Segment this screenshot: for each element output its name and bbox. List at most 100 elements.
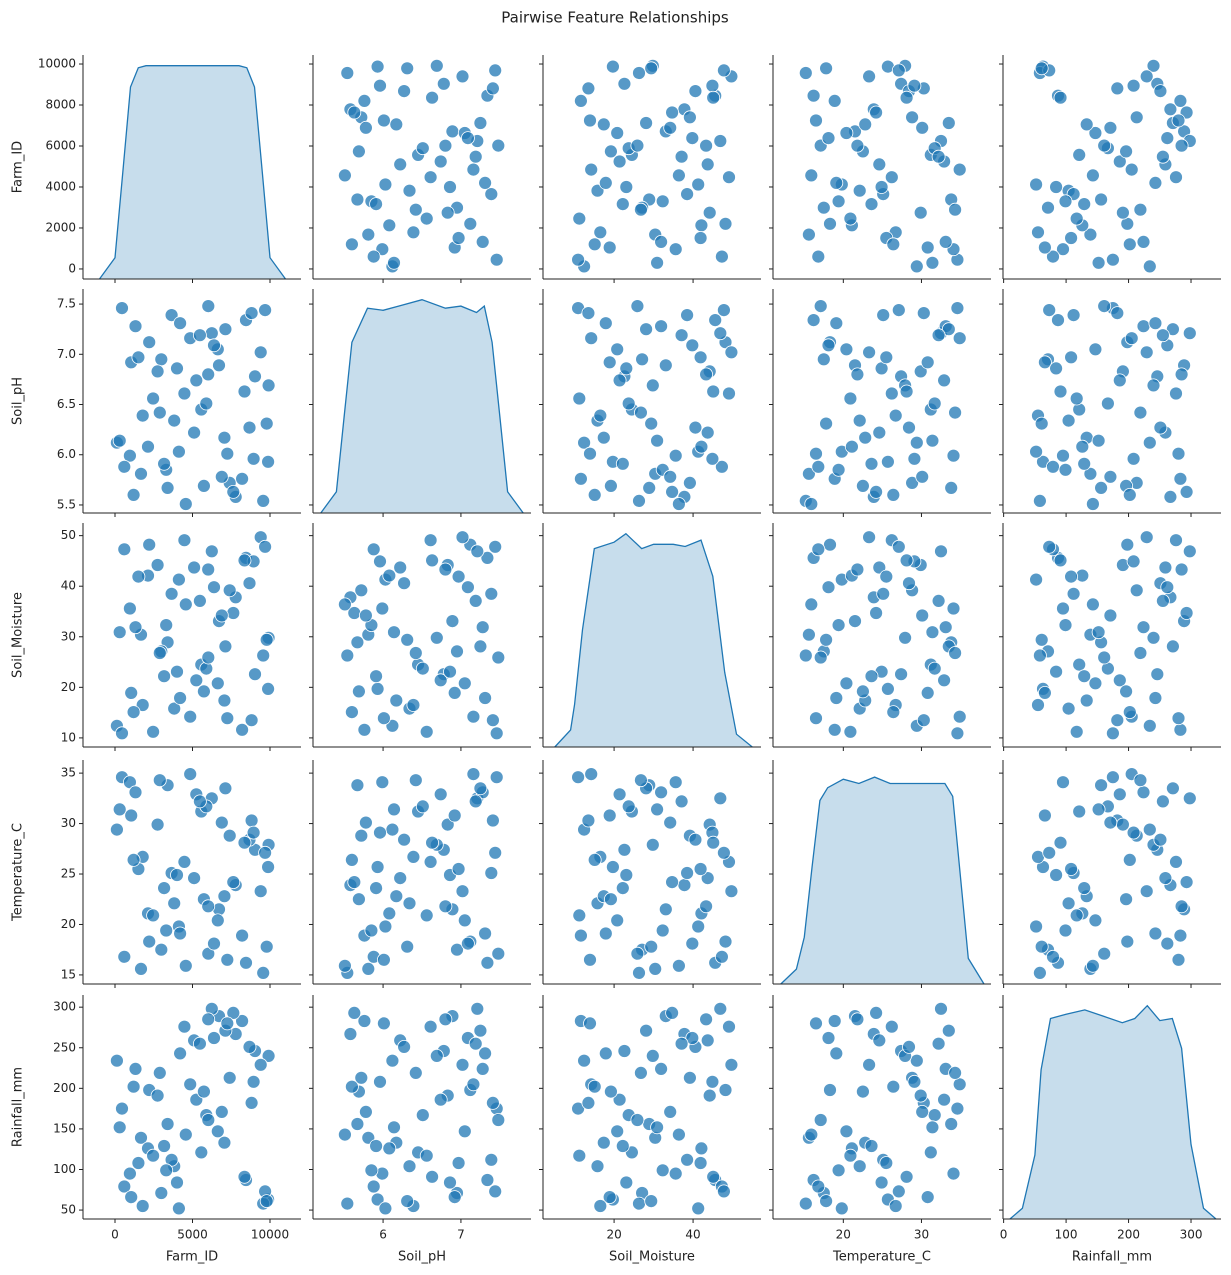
scatter-point <box>112 802 127 817</box>
scatter-point <box>378 177 393 192</box>
scatter-point <box>1061 701 1076 716</box>
scatter-point <box>584 162 599 177</box>
scatter-point <box>843 211 858 226</box>
scatter-point <box>700 1033 715 1048</box>
scatter-point <box>177 533 192 548</box>
scatter-point <box>1148 175 1163 190</box>
scatter-point <box>484 1152 499 1167</box>
scatter-point <box>658 358 673 373</box>
scatter-point <box>905 475 919 490</box>
panel <box>309 289 531 517</box>
scatter-point <box>484 866 499 880</box>
scatter-point <box>124 686 139 700</box>
scatter-point <box>419 908 434 923</box>
y-tick-label: 10000 <box>38 57 76 71</box>
scatter-point <box>1061 413 1076 428</box>
scatter-point <box>925 1120 940 1135</box>
scatter-point <box>632 493 646 508</box>
scatter-point <box>447 1190 462 1204</box>
y-axis-label: Rainfall_mm <box>11 1067 26 1147</box>
scatter-point <box>150 364 165 379</box>
scatter-point <box>598 1046 613 1061</box>
scatter-point <box>1153 420 1168 435</box>
scatter-point <box>393 560 408 575</box>
scatter-point <box>680 187 694 202</box>
scatter-point <box>668 1166 683 1181</box>
scatter-point <box>1038 240 1052 255</box>
scatter-point <box>1046 249 1060 264</box>
scatter-point <box>819 416 833 431</box>
scatter-point <box>1066 308 1081 323</box>
scatter-point <box>610 126 625 140</box>
scatter-point <box>1174 367 1189 382</box>
scatter-point <box>378 1201 393 1216</box>
scatter-point <box>201 1113 216 1127</box>
scatter-point <box>173 316 188 331</box>
scatter-point <box>135 1199 150 1213</box>
x-tick-label: 0 <box>111 1228 119 1242</box>
scatter-point <box>879 569 894 584</box>
scatter-point <box>385 1053 400 1068</box>
y-tick-label: 300 <box>53 1000 76 1014</box>
scatter-point <box>1034 632 1049 647</box>
scatter-point <box>170 1175 184 1190</box>
scatter-point <box>187 425 202 440</box>
scatter-point <box>373 78 387 93</box>
scatter-point <box>1077 197 1092 212</box>
scatter-point <box>242 1040 257 1054</box>
scatter-point <box>831 618 846 632</box>
scatter-point <box>615 456 630 471</box>
scatter-point <box>1124 331 1139 346</box>
scatter-point <box>829 316 844 331</box>
scatter-point <box>1110 81 1125 96</box>
scatter-point <box>451 1156 466 1170</box>
scatter-point <box>226 875 241 889</box>
scatter-point <box>713 791 728 806</box>
scatter-point <box>110 822 124 837</box>
scatter-point <box>715 459 729 474</box>
scatter-point <box>672 1127 686 1142</box>
y-tick-label: 20 <box>61 917 76 931</box>
scatter-point <box>178 1127 193 1142</box>
scatter-point <box>154 352 169 367</box>
scatter-point <box>872 1033 887 1048</box>
scatter-point <box>931 594 946 608</box>
scatter-point <box>344 705 359 719</box>
scatter-point <box>821 1031 836 1045</box>
scatter-point <box>242 576 257 591</box>
scatter-point <box>1133 773 1148 788</box>
y-tick-label: 5.5 <box>57 497 76 511</box>
scatter-point <box>408 202 423 217</box>
scatter-point <box>798 66 813 80</box>
scatter-point <box>809 446 823 461</box>
scatter-point <box>131 350 146 365</box>
scatter-point <box>357 1014 372 1028</box>
scatter-point <box>146 908 161 923</box>
scatter-point <box>135 698 150 712</box>
scatter-point <box>934 544 948 559</box>
scatter-point <box>1182 544 1197 559</box>
scatter-point <box>192 794 207 809</box>
scatter-point <box>827 722 842 737</box>
scatter-point <box>858 117 873 132</box>
scatter-point <box>677 878 692 892</box>
scatter-point <box>862 1057 876 1072</box>
scatter-point <box>927 661 942 676</box>
panel: 10 20 30 40 50 <box>61 523 301 751</box>
scatter-point <box>122 1166 137 1181</box>
y-tick-label: 8000 <box>45 98 76 112</box>
scatter-point <box>630 299 645 314</box>
scatter-point <box>688 832 703 847</box>
scatter-point <box>672 168 686 183</box>
scatter-point <box>239 955 253 970</box>
y-tick-label: 0 <box>68 261 76 275</box>
scatter-point <box>1166 639 1180 654</box>
scatter-point <box>581 1096 596 1110</box>
scatter-point <box>1122 237 1137 252</box>
scatter-point <box>402 1159 417 1174</box>
scatter-point <box>706 835 721 850</box>
scatter-point <box>1029 444 1043 459</box>
scatter-point <box>572 1148 587 1163</box>
scatter-point <box>934 1001 948 1016</box>
scatter-point <box>699 899 713 914</box>
